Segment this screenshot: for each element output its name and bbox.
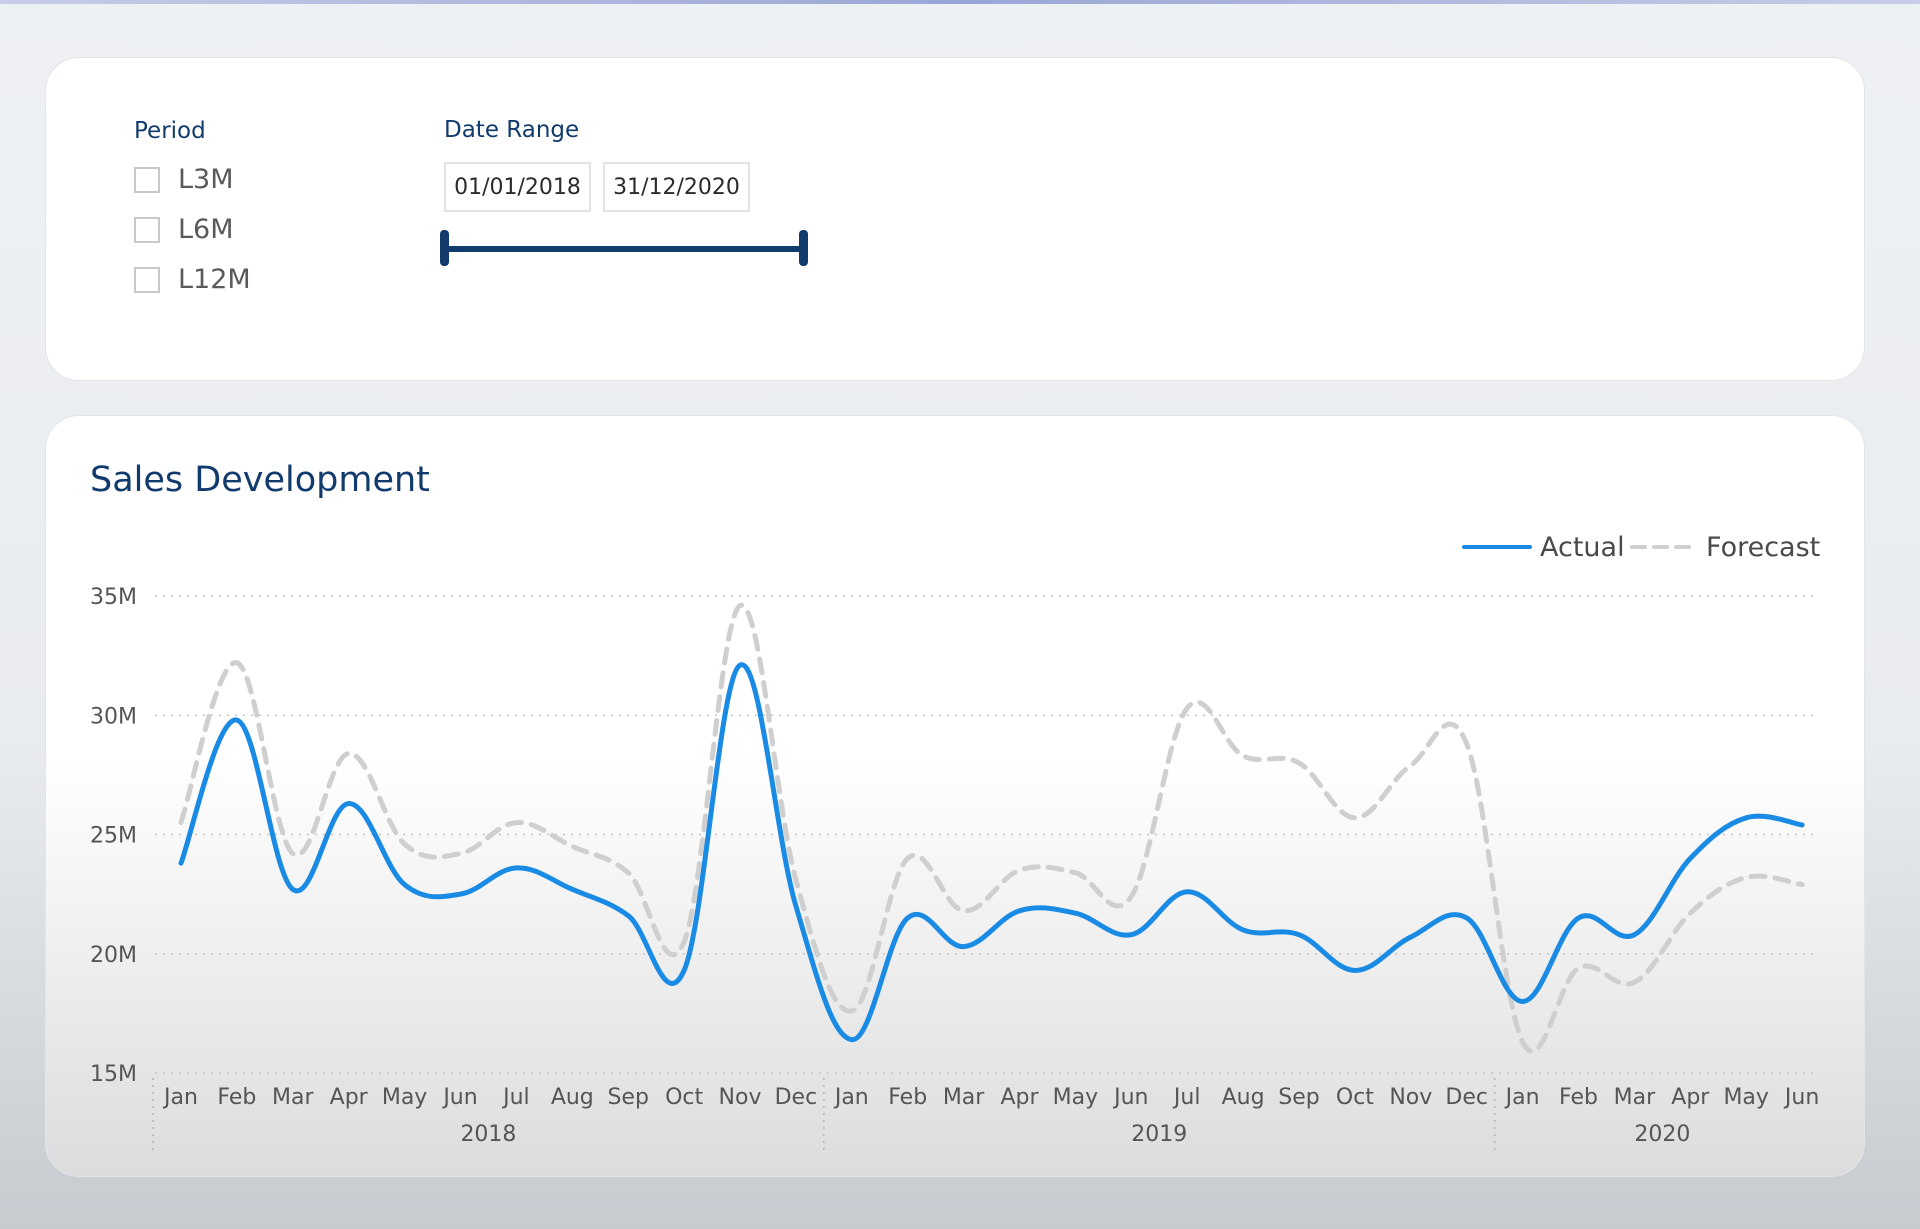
legend-label-actual: Actual <box>1540 532 1625 563</box>
series-line-forecast <box>178 603 1805 1054</box>
x-tick-label: Jun <box>441 1085 477 1110</box>
y-tick-label: 25M <box>90 824 137 849</box>
x-year-label: 2018 <box>460 1122 516 1147</box>
period-option-label: L12M <box>178 264 251 295</box>
y-tick-label: 20M <box>90 943 137 968</box>
y-tick-label: 35M <box>90 585 137 610</box>
date-range-end-handle[interactable] <box>799 230 808 266</box>
x-tick-label: Nov <box>1389 1085 1432 1110</box>
x-tick-label: Jan <box>162 1085 198 1110</box>
date-range-slider-track[interactable] <box>444 246 804 252</box>
x-tick-label: Jul <box>1172 1085 1201 1110</box>
legend-label-forecast: Forecast <box>1706 532 1820 563</box>
x-tick-label: Jun <box>1112 1085 1148 1110</box>
checkbox[interactable] <box>134 166 160 193</box>
x-tick-label: Jun <box>1783 1085 1819 1110</box>
x-tick-label: Feb <box>888 1085 927 1110</box>
x-tick-label: Mar <box>943 1085 985 1110</box>
checkbox[interactable] <box>134 216 160 243</box>
x-tick-label: Jan <box>1504 1085 1540 1110</box>
y-tick-label: 15M <box>90 1062 137 1087</box>
x-tick-label: Nov <box>719 1085 762 1110</box>
x-tick-label: Feb <box>217 1085 256 1110</box>
x-tick-label: Aug <box>1222 1085 1265 1110</box>
period-option-label: L6M <box>178 214 234 245</box>
x-tick-label: Aug <box>551 1085 594 1110</box>
x-tick-label: Oct <box>665 1085 703 1110</box>
x-year-label: 2019 <box>1131 1122 1187 1147</box>
date-range-start-handle[interactable] <box>440 230 449 266</box>
top-accent-line <box>0 0 1920 4</box>
series-line-actual <box>178 662 1805 1043</box>
date-range-title: Date Range <box>444 117 580 143</box>
x-tick-label: Jan <box>833 1085 869 1110</box>
filters-panel <box>45 57 1865 381</box>
end-date-input[interactable]: 31/12/2020 <box>603 162 750 212</box>
chart-card <box>45 415 1865 1177</box>
x-tick-label: May <box>382 1085 427 1110</box>
x-tick-label: Oct <box>1336 1085 1374 1110</box>
x-tick-label: May <box>1053 1085 1098 1110</box>
x-tick-label: Sep <box>1278 1085 1319 1110</box>
x-tick-label: Sep <box>607 1085 648 1110</box>
period-option-l12m[interactable]: L12M <box>134 264 251 295</box>
checkbox[interactable] <box>134 266 160 293</box>
y-tick-label: 30M <box>90 704 137 729</box>
x-tick-label: Apr <box>1671 1085 1710 1110</box>
period-slicer-title: Period <box>134 118 206 144</box>
x-tick-label: Feb <box>1559 1085 1598 1110</box>
start-date-input[interactable]: 01/01/2018 <box>444 162 591 212</box>
x-tick-label: Apr <box>330 1085 369 1110</box>
x-tick-label: Mar <box>1614 1085 1656 1110</box>
x-year-label: 2020 <box>1634 1122 1690 1147</box>
period-option-label: L3M <box>178 164 234 195</box>
period-option-l6m[interactable]: L6M <box>134 214 234 245</box>
period-option-l3m[interactable]: L3M <box>134 164 234 195</box>
x-tick-label: May <box>1723 1085 1768 1110</box>
x-tick-label: Dec <box>1445 1085 1488 1110</box>
x-tick-label: Apr <box>1000 1085 1039 1110</box>
x-tick-label: Jul <box>501 1085 530 1110</box>
x-tick-label: Mar <box>272 1085 314 1110</box>
x-tick-label: Dec <box>775 1085 818 1110</box>
chart-title: Sales Development <box>90 460 430 500</box>
